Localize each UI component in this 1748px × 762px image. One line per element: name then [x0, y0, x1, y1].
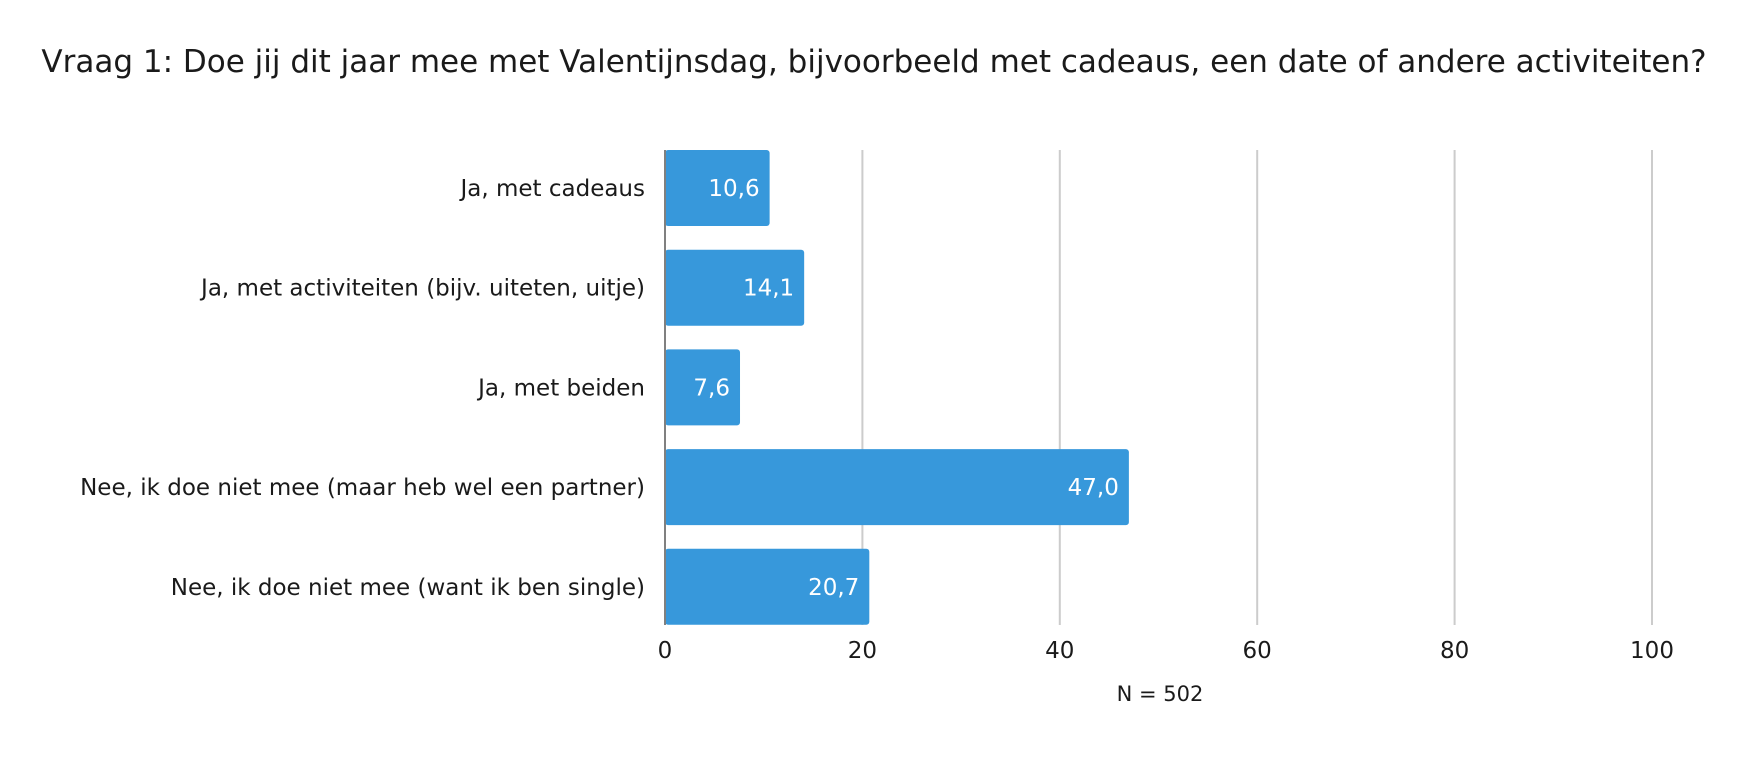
bar-value-label-1: 10,6 — [708, 176, 759, 202]
bar-1 — [665, 150, 770, 226]
category-label-4: Nee, ik doe niet mee (maar heb wel een p… — [80, 475, 645, 501]
bar-value-label-5: 20,7 — [808, 575, 859, 601]
x-tick-label-20: 20 — [848, 638, 877, 664]
bars: 10,6 14,1 7,6 47,0 20,7 — [665, 150, 1129, 625]
x-tick-label-80: 80 — [1440, 638, 1469, 664]
x-tick-label-0: 0 — [658, 638, 673, 664]
bar-value-label-2: 14,1 — [743, 276, 794, 302]
bar-value-label-4: 47,0 — [1068, 475, 1119, 501]
bar-value-label-3: 7,6 — [693, 375, 730, 401]
category-label-5: Nee, ik doe niet mee (want ik ben single… — [171, 575, 645, 601]
bar-5 — [665, 548, 870, 625]
bar-3 — [665, 349, 741, 426]
category-label-1: Ja, met cadeaus — [458, 176, 645, 202]
category-labels: Ja, met cadeaus Ja, met activiteiten (bij… — [80, 176, 645, 601]
bar-4 — [665, 449, 1129, 526]
x-tick-labels: 0 20 40 60 80 100 — [658, 638, 1674, 664]
bar-2 — [665, 249, 805, 326]
sample-size-note: N = 502 — [1116, 682, 1204, 706]
chart-title: Vraag 1: Doe jij dit jaar mee met Valent… — [41, 44, 1707, 80]
grid-lines — [861, 150, 1653, 625]
x-tick-label-100: 100 — [1630, 638, 1674, 664]
x-tick-label-40: 40 — [1045, 638, 1074, 664]
category-label-3: Ja, met beiden — [476, 375, 645, 401]
x-tick-label-60: 60 — [1243, 638, 1272, 664]
category-label-2: Ja, met activiteiten (bijv. uiteten, uit… — [199, 276, 645, 302]
